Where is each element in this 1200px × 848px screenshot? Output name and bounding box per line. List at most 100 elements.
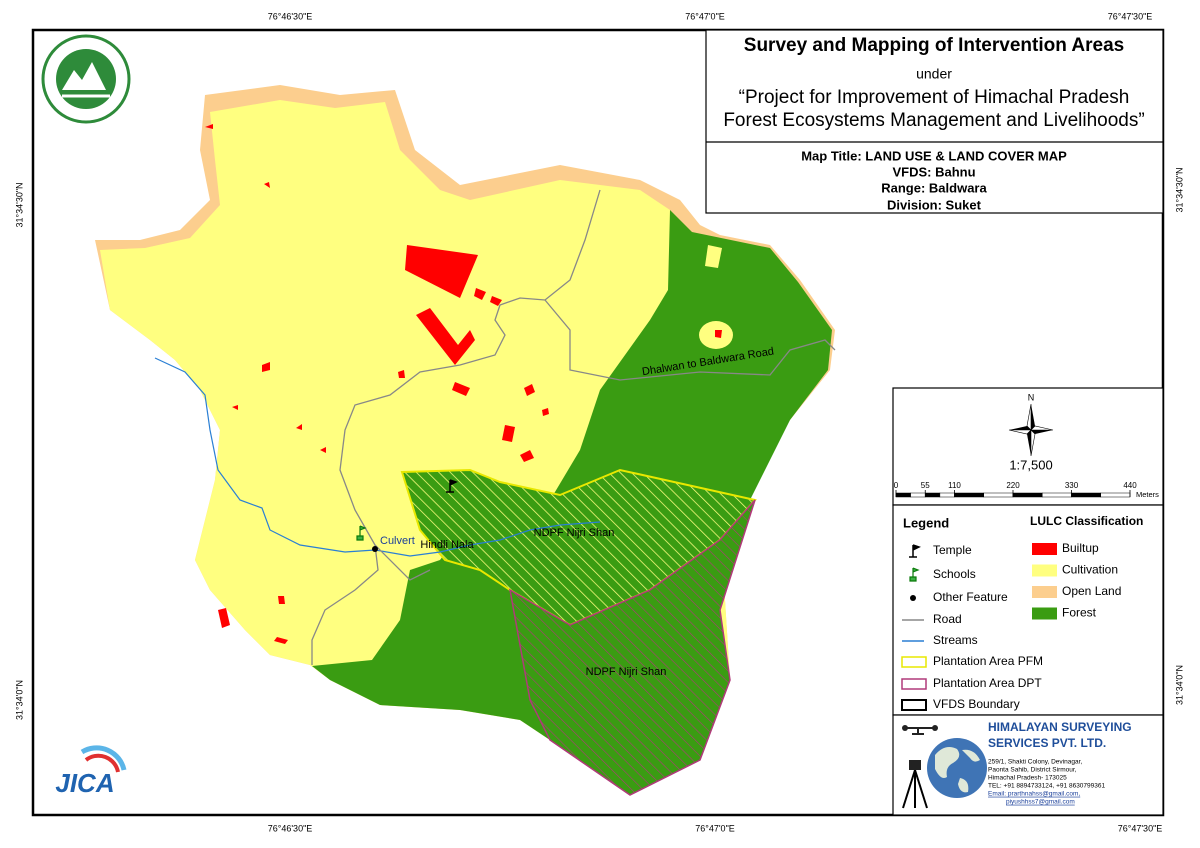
builtup	[296, 424, 302, 430]
lulc-swatch	[1032, 543, 1057, 555]
coordinate-labels: 76°46'30"E 76°47'0"E 76°47'30"E 76°46'30"E 7…	[14, 11, 1184, 833]
legend-label: Temple	[933, 543, 972, 557]
company-name: HIMALAYAN SURVEYING	[988, 720, 1132, 734]
address-line: Email: prarthnahss@gmail.com,	[988, 791, 1080, 798]
scale-segment	[1042, 492, 1072, 498]
legend-title: Legend	[903, 515, 949, 530]
division: Division: Suket	[887, 197, 982, 212]
builtup	[452, 382, 470, 396]
builtup	[474, 288, 486, 300]
range: Range: Baldwara	[881, 180, 987, 195]
scale-segment	[954, 492, 984, 498]
lulc-swatch	[1032, 607, 1057, 620]
legend-label: VFDS Boundary	[933, 697, 1020, 711]
legend: Temple Schools Other Feature Road Streams Pla…	[901, 541, 1121, 711]
scale-segment	[925, 492, 941, 498]
address-line: TEL: +91 8894733124, +91 8630799361	[988, 783, 1105, 790]
scale-unit: Meters	[1136, 490, 1159, 499]
scale-segment	[1071, 492, 1101, 498]
coord-label: 76°47'0"E	[695, 823, 735, 833]
forest-logo	[41, 34, 131, 124]
builtup	[542, 408, 549, 416]
company-address: 259/1, Shakti Colony, Devinagar,Paonta S…	[988, 759, 1105, 806]
coord-label: 76°46'30"E	[268, 11, 313, 21]
cultivation-patch	[705, 245, 722, 268]
builtup	[232, 405, 238, 410]
lulc-label: Cultivation	[1062, 563, 1118, 577]
company-name: SERVICES PVT. LTD.	[988, 736, 1106, 750]
coord-label: 76°46'30"E	[268, 823, 313, 833]
scale-tick-label: 440	[1123, 481, 1137, 490]
boundary-icon	[901, 699, 927, 711]
builtup	[278, 596, 285, 604]
project-line: Forest Ecosystems Management and Livelih…	[723, 110, 1144, 131]
builtup	[320, 447, 326, 453]
legend-label: Other Feature	[933, 590, 1008, 604]
builtup	[524, 384, 535, 396]
lulc-label: Forest	[1062, 606, 1097, 620]
scale-segment	[895, 492, 911, 498]
scale-box	[892, 387, 1164, 506]
temple-icon	[446, 479, 458, 493]
scale-tick-label: 0	[894, 481, 899, 490]
scale-tick-label: 220	[1006, 481, 1020, 490]
address-line: piyushhss7@gmail.com	[1006, 799, 1075, 806]
company-logo	[902, 725, 987, 809]
map-label: Culvert	[380, 535, 415, 547]
title-box	[705, 29, 1164, 214]
coord-label: 31°34'30"N	[1174, 167, 1184, 212]
builtup	[264, 182, 270, 188]
lulc-swatch	[1032, 564, 1057, 577]
map-label: NDPF Nijri Shan	[586, 666, 667, 678]
builtup	[490, 296, 502, 306]
coord-label: 76°47'0"E	[685, 11, 725, 21]
address-line: 259/1, Shakti Colony, Devinagar,	[988, 759, 1082, 766]
map-label: Hindli Nala	[420, 539, 474, 551]
scale-segment	[939, 492, 955, 498]
coord-label: 76°47'30"E	[1108, 11, 1153, 21]
pfm-icon	[901, 656, 927, 668]
culvert-point	[372, 546, 378, 552]
builtup	[405, 245, 478, 298]
builtup	[416, 308, 475, 365]
legend-label: Plantation Area PFM	[933, 654, 1043, 668]
coord-label: 31°34'0"N	[1174, 665, 1184, 705]
panels: Survey and Mapping of Intervention Areas…	[705, 29, 1164, 816]
stream	[154, 357, 601, 557]
coord-label: 31°34'0"N	[14, 680, 24, 720]
map-title: Map Title: LAND USE & LAND COVER MAP	[801, 148, 1067, 163]
scale-segment	[1100, 492, 1131, 498]
scale-tick-label: 330	[1065, 481, 1079, 490]
legend-box	[892, 504, 1164, 716]
legend-label: Road	[933, 612, 962, 626]
lulc-title: LULC Classification	[1030, 514, 1143, 528]
legend-label: Schools	[933, 567, 976, 581]
title: Survey and Mapping of Intervention Areas	[744, 35, 1124, 56]
jica-logo: JICA	[55, 745, 127, 798]
scale-segment	[983, 492, 1014, 498]
subtitle: under	[916, 66, 952, 82]
lulc-label: Builtup	[1062, 541, 1099, 555]
north-label: N	[1028, 392, 1035, 402]
scale-ratio: 1:7,500	[1009, 457, 1052, 472]
builtup	[502, 425, 515, 442]
vfds: VFDS: Bahnu	[892, 164, 975, 179]
road	[374, 544, 431, 581]
builtup	[520, 450, 534, 462]
builtup	[715, 330, 722, 338]
school-icon	[356, 525, 367, 541]
builtup	[274, 637, 288, 644]
scale-tick-label: 55	[921, 481, 930, 490]
builtup	[262, 362, 270, 372]
map-label: NDPF Nijri Shan	[534, 527, 615, 539]
coord-label: 76°47'30"E	[1118, 823, 1163, 833]
jica-text: JICA	[55, 768, 114, 798]
scale-segment	[1012, 492, 1043, 498]
point-icon	[910, 595, 916, 601]
school-icon	[909, 567, 920, 582]
legend-label: Streams	[933, 633, 978, 647]
address-line: Paonta Sahib, District Sirmour,	[988, 767, 1077, 774]
